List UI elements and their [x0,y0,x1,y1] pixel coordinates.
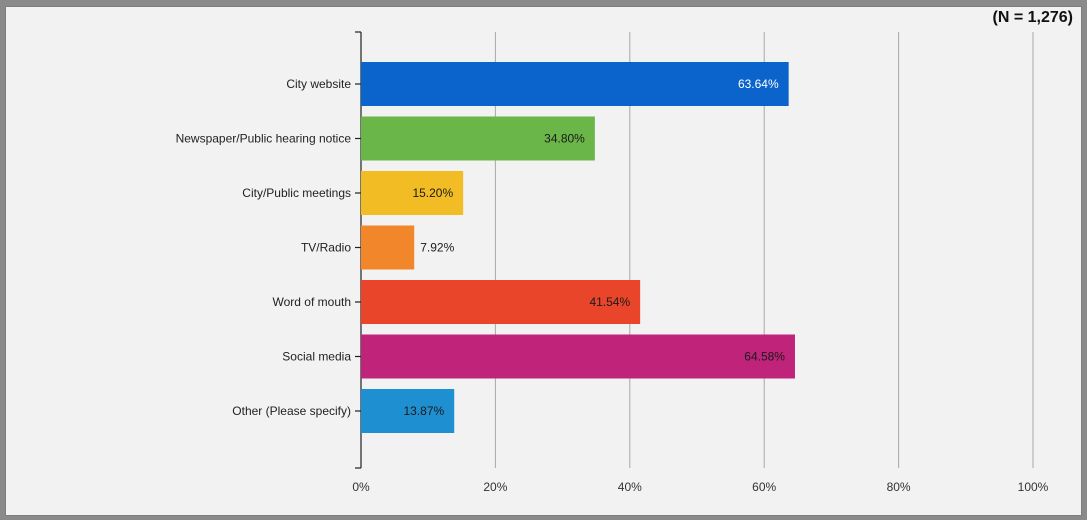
data-label: 13.87% [404,404,445,418]
category-label: Word of mouth [273,295,351,309]
data-label: 64.58% [744,350,785,364]
x-tick-label: 60% [752,480,776,494]
bar [361,280,641,324]
bar [361,334,795,379]
bar [361,389,455,433]
category-labels: City website Newspaper/Public hearing not… [176,77,352,418]
data-label: 15.20% [412,186,453,200]
data-labels: 63.64% 34.80% 15.20% 7.92% 41.54% 64.58% 13.87… [404,77,786,418]
category-label: Newspaper/Public hearing notice [176,132,352,146]
x-tick-label: 100% [1018,480,1049,494]
category-label: TV/Radio [301,241,351,255]
data-label: 7.92% [420,241,454,255]
category-label: City website [286,77,351,91]
data-label: 41.54% [589,295,630,309]
x-tick-label: 40% [618,480,642,494]
category-label: Social media [282,350,351,364]
bars [361,62,795,433]
data-label: 34.80% [544,132,585,146]
bar [361,225,415,270]
bar [361,116,595,161]
data-label: 63.64% [738,77,779,91]
sample-size-label: (N = 1,276) [992,9,1073,26]
x-tick-label: 20% [483,480,507,494]
x-tick-labels: 0% 20% 40% 60% 80% 100% [352,480,1048,494]
bar [361,62,789,106]
x-tick-label: 80% [887,480,911,494]
category-label: City/Public meetings [242,186,351,200]
bar [361,171,464,215]
x-tick-label: 0% [352,480,370,494]
category-label: Other (Please specify) [232,404,351,418]
y-axis [355,31,362,469]
